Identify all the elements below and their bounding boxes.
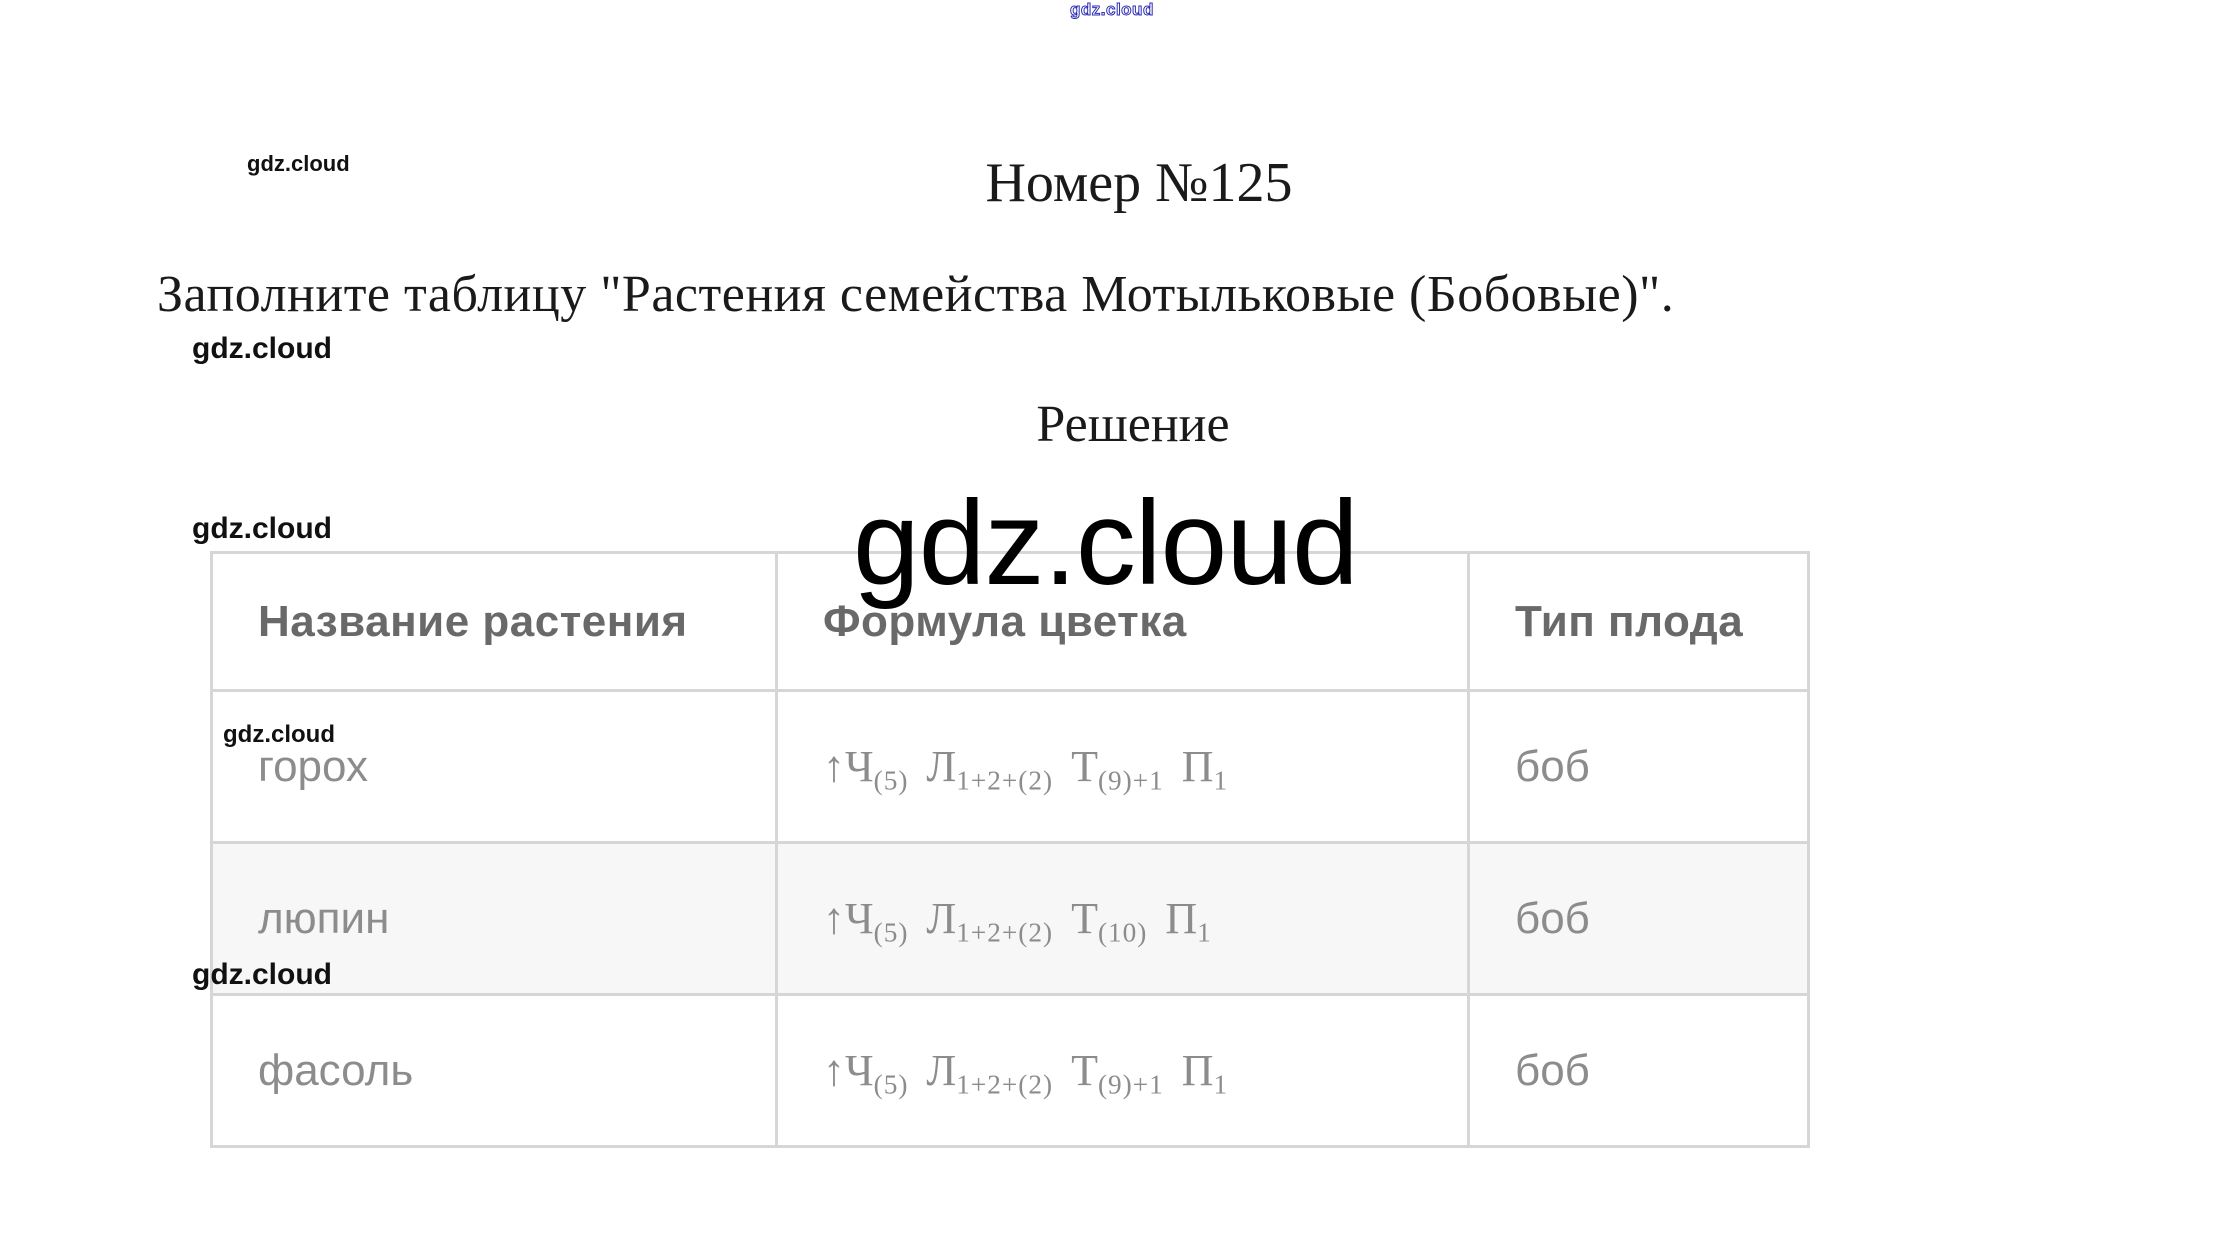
formula-subscript: 1 bbox=[1197, 917, 1212, 948]
flower-formula-cell: ↑Ч(5) Л1+2+(2) Т(9)+1 П1 bbox=[775, 689, 1470, 844]
plant-name-cell: горох bbox=[210, 689, 778, 844]
formula-subscript: 1+2+(2) bbox=[956, 917, 1054, 948]
plants-table: Название растения Формула цветка Тип пло… bbox=[210, 551, 1810, 1148]
formula-segment: Т(9)+1 bbox=[1071, 1046, 1164, 1098]
formula-base: Л bbox=[926, 1046, 957, 1095]
formula-base: Т bbox=[1071, 894, 1098, 943]
watermark-big: gdz.cloud bbox=[853, 476, 1359, 610]
formula-base: Л bbox=[926, 894, 957, 943]
formula-segment: ↑Ч(5) bbox=[823, 1046, 908, 1098]
formula-segment: ↑Ч(5) bbox=[823, 894, 908, 946]
watermark-top: gdz.cloud bbox=[1070, 0, 1154, 19]
formula-subscript: 1+2+(2) bbox=[956, 765, 1054, 796]
plant-name-cell: фасоль bbox=[210, 993, 778, 1148]
formula-subscript: (10) bbox=[1097, 917, 1148, 948]
task-text: Заполните таблицу "Растения семейства Мо… bbox=[157, 266, 1675, 323]
table-header-row: Название растения Формула цветка Тип пло… bbox=[210, 551, 1810, 692]
formula-subscript: 1+2+(2) bbox=[956, 1069, 1054, 1100]
formula-base: ↑Ч bbox=[823, 894, 874, 943]
formula-subscript: (9)+1 bbox=[1097, 765, 1164, 796]
formula-base: Л bbox=[926, 742, 957, 791]
formula-segment: П1 bbox=[1181, 1046, 1228, 1098]
formula-segment: Л1+2+(2) bbox=[926, 894, 1053, 946]
formula-segment: П1 bbox=[1181, 742, 1228, 794]
fruit-type-cell: боб bbox=[1467, 993, 1810, 1148]
table-row: горох ↑Ч(5) Л1+2+(2) Т(9)+1 П1 боб bbox=[210, 689, 1810, 844]
watermark-under-task: gdz.cloud bbox=[192, 332, 332, 365]
formula-segment: Л1+2+(2) bbox=[926, 1046, 1053, 1098]
formula-segment: ↑Ч(5) bbox=[823, 742, 908, 794]
formula-base: П bbox=[1165, 894, 1198, 943]
formula-segment: Л1+2+(2) bbox=[926, 742, 1053, 794]
page-title: Номер №125 bbox=[985, 152, 1293, 214]
column-header-fruit-type: Тип плода bbox=[1467, 551, 1810, 692]
formula-subscript: (5) bbox=[873, 1069, 909, 1100]
flower-formula-cell: ↑Ч(5) Л1+2+(2) Т(10) П1 bbox=[775, 841, 1470, 996]
plant-name-cell: люпин bbox=[210, 841, 778, 996]
fruit-type-cell: боб bbox=[1467, 689, 1810, 844]
formula-base: П bbox=[1181, 742, 1214, 791]
formula-subscript: (5) bbox=[873, 765, 909, 796]
column-header-plant-name: Название растения bbox=[210, 551, 778, 692]
formula-base: Т bbox=[1071, 1046, 1098, 1095]
solution-heading: Решение bbox=[1036, 396, 1230, 453]
watermark-lower-left: gdz.cloud bbox=[192, 958, 332, 991]
table-body: горох ↑Ч(5) Л1+2+(2) Т(9)+1 П1 боб люпин ↑Ч(5) Л… bbox=[210, 689, 1810, 1148]
formula-base: ↑Ч bbox=[823, 742, 874, 791]
flower-formula-cell: ↑Ч(5) Л1+2+(2) Т(9)+1 П1 bbox=[775, 993, 1470, 1148]
watermark-in-table: gdz.cloud bbox=[223, 721, 335, 748]
formula-subscript: (5) bbox=[873, 917, 909, 948]
formula-base: Т bbox=[1071, 742, 1098, 791]
column-header-flower-formula: Формула цветка bbox=[775, 551, 1470, 692]
formula-subscript: (9)+1 bbox=[1097, 1069, 1164, 1100]
formula-segment: Т(9)+1 bbox=[1071, 742, 1164, 794]
formula-subscript: 1 bbox=[1213, 765, 1229, 796]
formula-segment: П1 bbox=[1165, 894, 1211, 946]
formula-subscript: 1 bbox=[1213, 1069, 1229, 1100]
formula-base: П bbox=[1181, 1046, 1214, 1095]
formula-segment: Т(10) bbox=[1071, 894, 1147, 946]
table-row: фасоль ↑Ч(5) Л1+2+(2) Т(9)+1 П1 боб bbox=[210, 993, 1810, 1148]
fruit-type-cell: боб bbox=[1467, 841, 1810, 996]
watermark-above-table: gdz.cloud bbox=[192, 512, 332, 545]
formula-base: ↑Ч bbox=[823, 1046, 874, 1095]
watermark-upper-left: gdz.cloud bbox=[247, 151, 350, 176]
table-row: люпин ↑Ч(5) Л1+2+(2) Т(10) П1 боб bbox=[210, 841, 1810, 996]
